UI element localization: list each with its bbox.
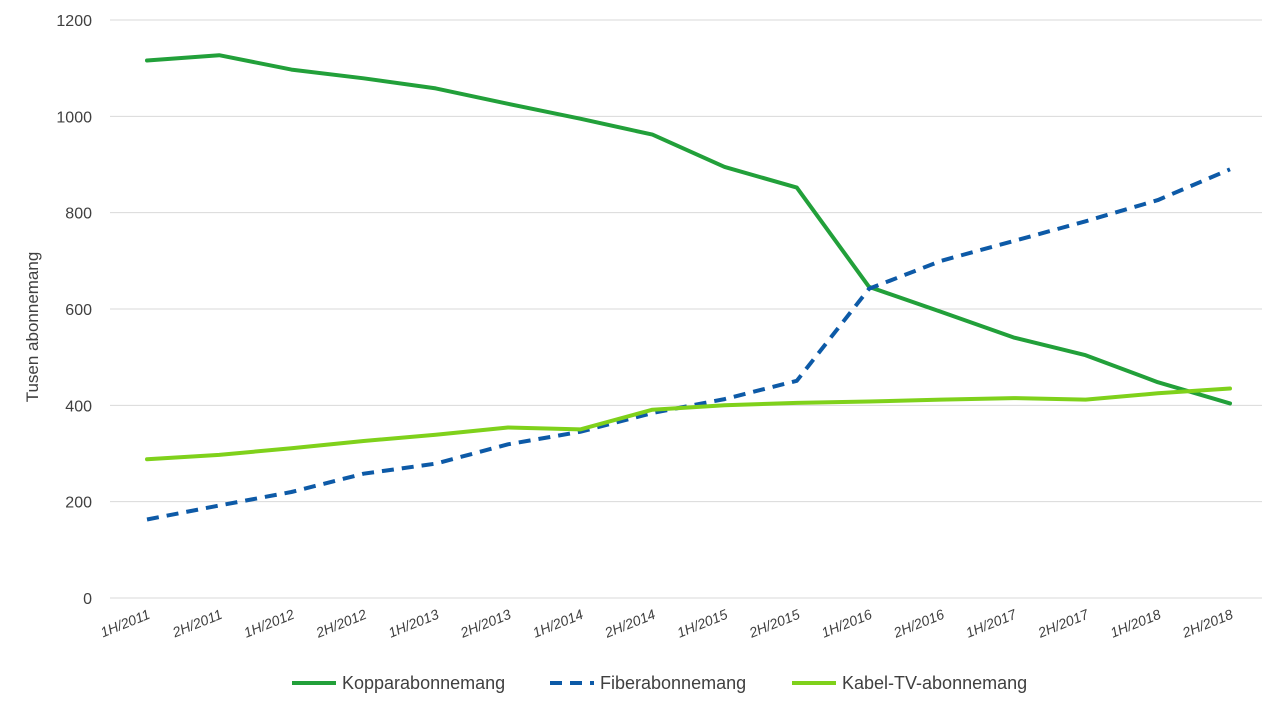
x-tick-label: 1H/2014 [530,606,585,641]
series-lines [145,53,1232,522]
x-tick-label: 1H/2018 [1108,606,1163,641]
x-tick-label: 1H/2011 [98,606,152,640]
y-tick-label: 800 [65,206,92,223]
legend-label: Fiberabonnemang [600,673,746,693]
x-tick-label: 2H/2014 [602,606,658,641]
y-axis-ticks: 0 200 400 600 800 1000 1200 [56,13,92,608]
y-tick-label: 200 [65,495,92,512]
x-tick-label: 1H/2016 [819,606,874,641]
x-tick-label: 2H/2016 [890,606,946,641]
y-tick-label: 1200 [56,13,92,30]
legend-label: Kabel-TV-abonnemang [842,673,1027,693]
y-tick-label: 0 [83,591,92,608]
legend-label: Kopparabonnemang [342,673,505,693]
x-tick-label: 2H/2012 [313,606,369,641]
x-tick-label: 2H/2013 [457,606,513,641]
y-tick-label: 1000 [56,109,92,126]
x-tick-label: 1H/2015 [675,606,730,641]
y-tick-label: 400 [65,398,92,415]
series-line-fiberabonnemang [146,167,1231,522]
x-tick-label: 2H/2018 [1179,606,1235,641]
x-tick-label: 2H/2011 [169,606,224,641]
x-tick-label: 1H/2012 [241,606,296,641]
y-axis-title: Tusen abonnemang [23,252,42,403]
x-tick-label: 1H/2017 [963,605,1019,640]
x-tick-label: 2H/2015 [746,606,802,641]
y-tick-label: 600 [65,302,92,319]
series-line-kabel-tv-abonnemang [145,386,1232,462]
x-axis-ticks: 1H/2011 2H/2011 1H/2012 2H/2012 1H/2013 2H/20… [98,605,1235,640]
gridlines [110,19,1262,599]
series-line-kopparabonnemang [145,53,1232,406]
legend: Kopparabonnemang Fiberabonnemang Kabel-TV-… [292,673,1027,693]
x-tick-label: 1H/2013 [386,606,441,641]
x-tick-label: 2H/2017 [1035,605,1092,640]
